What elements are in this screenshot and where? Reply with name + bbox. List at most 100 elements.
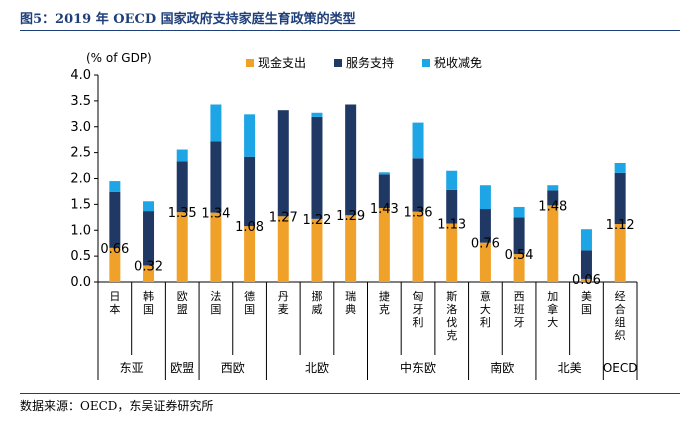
title-divider: [20, 30, 680, 31]
legend-swatch-cash: [246, 59, 254, 67]
category-label: 法国: [210, 289, 221, 316]
data-label: 1.12: [606, 218, 635, 233]
bar-segment-cash: [210, 212, 222, 282]
y-axis-label: (% of GDP): [86, 51, 152, 65]
data-label: 1.27: [269, 210, 298, 225]
bar-segment-tax: [176, 149, 188, 162]
source-note: 数据来源：OECD，东吴证券研究所: [20, 399, 214, 413]
data-label: 0.54: [505, 248, 534, 263]
bar-segment-cash: [378, 207, 390, 282]
bar-segment-tax: [614, 162, 626, 173]
y-tick-label: 2.5: [70, 146, 91, 161]
bar-segment-services: [614, 172, 626, 225]
category-label: 美国: [581, 290, 592, 316]
group-label: 欧盟: [170, 361, 194, 375]
bar-segment-services: [109, 191, 121, 248]
data-label: 1.43: [370, 202, 399, 217]
category-label: 挪威: [311, 289, 322, 316]
bar-segment-tax: [210, 104, 222, 142]
data-label: 1.35: [168, 206, 197, 221]
bar-segment-cash: [580, 278, 592, 282]
legend-label: 服务支持: [346, 55, 394, 70]
bar-segment-tax: [513, 206, 525, 218]
category-label: 德国: [244, 289, 255, 316]
group-label: 中东欧: [400, 360, 436, 375]
bar-segment-services: [311, 116, 323, 219]
category-label: 斯洛伐克: [446, 290, 457, 342]
data-label: 1.13: [437, 218, 466, 233]
data-label: 1.22: [302, 213, 331, 228]
bar-segment-tax: [412, 122, 424, 159]
bar-segment-tax: [446, 170, 458, 190]
y-tick-label: 3.5: [70, 94, 91, 109]
bar-segment-services: [345, 104, 357, 216]
category-label: 韩国: [143, 289, 154, 316]
group-label: 西欧: [221, 361, 245, 375]
data-label: 1.48: [538, 199, 567, 214]
bar-segment-services: [580, 250, 592, 279]
bar-segment-services: [446, 189, 458, 224]
y-tick-label: 1.0: [70, 223, 91, 238]
data-label: 0.66: [100, 242, 129, 257]
category-label: 瑞典: [345, 289, 356, 316]
bar-segment-cash: [446, 223, 458, 282]
legend-swatch-services: [334, 59, 342, 67]
source-divider: [20, 393, 680, 394]
group-label: 北美: [558, 361, 582, 375]
category-label: 欧盟: [177, 290, 188, 316]
y-tick-label: 2.0: [70, 172, 91, 187]
category-label: 匈牙利: [413, 289, 424, 329]
legend-swatch-tax: [422, 59, 430, 67]
bar-segment-tax: [378, 172, 390, 175]
bar-segment-services: [176, 161, 188, 213]
bar-segment-services: [479, 209, 491, 243]
bar-segment-services: [378, 174, 390, 208]
figure-title: 图5：2019 年 OECD 国家政府支持家庭生育政策的类型: [20, 12, 356, 27]
y-tick-label: 0.0: [70, 275, 91, 290]
bar-segment-services: [244, 156, 256, 227]
bar-segment-tax: [143, 201, 155, 212]
group-label: 东亚: [120, 361, 144, 375]
bar-segment-services: [412, 158, 424, 212]
category-label: 丹麦: [278, 290, 289, 316]
category-label: 意大利: [480, 289, 491, 329]
bar-segment-services: [547, 190, 559, 206]
bar-segment-services: [513, 217, 525, 255]
group-label: OECD: [603, 361, 638, 375]
bar-segment-cash: [143, 265, 155, 282]
bar-segment-cash: [176, 212, 188, 282]
category-label: 西班牙: [514, 290, 525, 329]
data-label: 1.36: [404, 206, 433, 221]
group-label: 北欧: [305, 361, 329, 375]
bar-segment-cash: [109, 247, 121, 282]
bar-segment-cash: [311, 218, 323, 282]
bar-segment-tax: [547, 185, 559, 191]
bar-segment-cash: [244, 226, 256, 282]
data-label: 1.29: [336, 209, 365, 224]
bar-segment-tax: [580, 229, 592, 251]
y-tick-label: 4.0: [70, 68, 91, 83]
y-tick-label: 1.5: [70, 197, 91, 212]
bar-segment-cash: [614, 224, 626, 282]
bar-segment-services: [143, 211, 155, 266]
bar-segment-services: [210, 141, 222, 213]
category-label: 加拿大: [547, 290, 558, 329]
bar-segment-cash: [412, 211, 424, 282]
y-tick-label: 3.0: [70, 120, 91, 135]
data-label: 1.34: [201, 207, 230, 222]
bar-segment-tax: [311, 112, 323, 117]
bar-segment-tax: [479, 185, 491, 210]
bar-segment-cash: [345, 215, 357, 282]
data-label: 0.06: [572, 273, 601, 288]
bar-segment-services: [277, 110, 289, 217]
group-label: 南欧: [490, 360, 514, 375]
legend-label: 现金支出: [258, 55, 306, 70]
data-label: 0.76: [471, 237, 500, 252]
y-tick-label: 0.5: [70, 249, 91, 264]
bar-segment-cash: [513, 254, 525, 282]
category-label: 经合组织: [615, 290, 626, 342]
bar-segment-tax: [109, 181, 121, 192]
legend-label: 税收减免: [434, 55, 482, 70]
category-label: 捷克: [379, 289, 390, 316]
